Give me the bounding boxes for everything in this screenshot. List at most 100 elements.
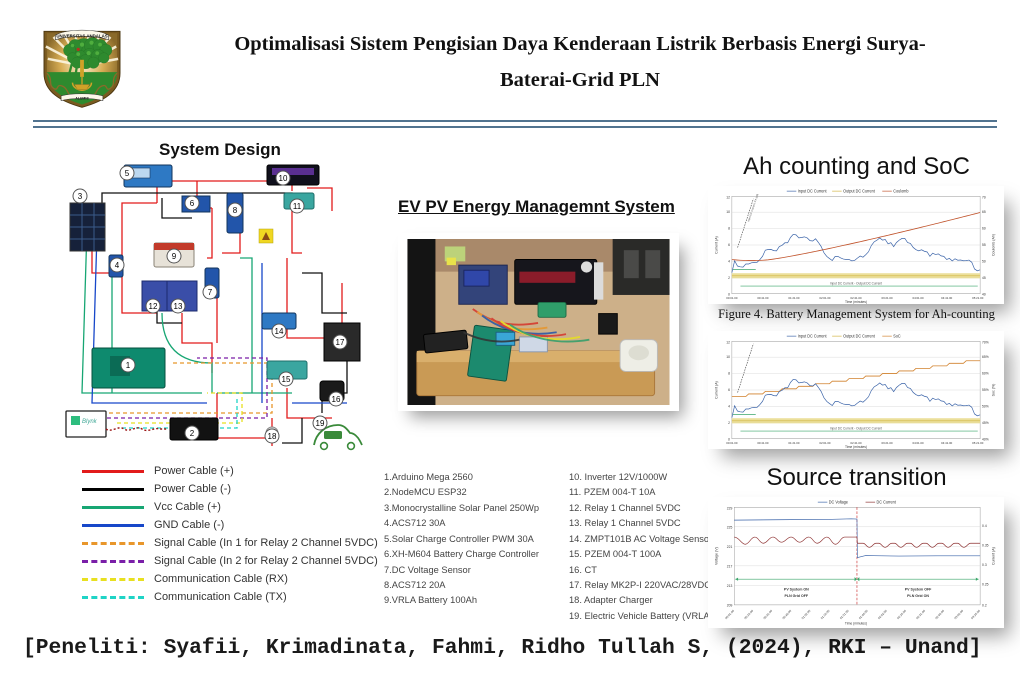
- svg-text:209: 209: [727, 603, 733, 607]
- svg-text:Current (A): Current (A): [992, 547, 996, 565]
- svg-text:10: 10: [726, 210, 730, 214]
- svg-text:217: 217: [727, 564, 733, 568]
- svg-text:02:41.00: 02:41.00: [850, 296, 861, 300]
- svg-text:05:21.00: 05:21.00: [972, 296, 983, 300]
- svg-text:65%: 65%: [982, 355, 989, 359]
- svg-text:45: 45: [982, 276, 986, 280]
- svg-text:0.3: 0.3: [982, 563, 987, 567]
- svg-text:229: 229: [727, 506, 733, 510]
- svg-text:02:01.00: 02:01.00: [819, 441, 830, 445]
- svg-text:03:21.00: 03:21.00: [881, 441, 892, 445]
- svg-text:Input DC Current - Output DC C: Input DC Current - Output DC Current: [830, 426, 882, 430]
- svg-text:04:01.00: 04:01.00: [912, 296, 923, 300]
- svg-text:60%: 60%: [982, 372, 989, 376]
- svg-text:00:16.00: 00:16.00: [743, 609, 754, 621]
- svg-text:50: 50: [982, 259, 986, 263]
- svg-text:2: 2: [190, 429, 195, 438]
- svg-text:00:41.00: 00:41.00: [757, 296, 768, 300]
- svg-text:8: 8: [728, 372, 730, 376]
- svg-text:12: 12: [726, 340, 730, 344]
- svg-text:0.25: 0.25: [982, 582, 989, 586]
- svg-text:PV System ON: PV System ON: [784, 587, 809, 591]
- svg-text:12: 12: [149, 302, 158, 311]
- svg-text:Input DC Current - Output DC C: Input DC Current - Output DC Current: [830, 281, 882, 285]
- svg-text:03:21.00: 03:21.00: [881, 296, 892, 300]
- svg-text:Current (A): Current (A): [715, 236, 719, 254]
- svg-text:13: 13: [174, 302, 183, 311]
- svg-text:65: 65: [982, 210, 986, 214]
- svg-text:0.35: 0.35: [982, 543, 989, 547]
- svg-text:12: 12: [726, 195, 730, 199]
- svg-text:Coulomb (Ah): Coulomb (Ah): [992, 234, 996, 256]
- svg-text:03:02.00: 03:02.00: [954, 609, 965, 621]
- svg-text:02:31.00: 02:31.00: [915, 609, 926, 621]
- svg-text:8: 8: [728, 227, 730, 231]
- svg-text:Input DC Current: Input DC Current: [798, 334, 828, 339]
- svg-text:02:02.00: 02:02.00: [877, 609, 888, 621]
- svg-text:19: 19: [316, 419, 325, 428]
- svg-text:Output DC Current: Output DC Current: [843, 189, 876, 194]
- svg-text:Input DC Current: 0 A (off): Input DC Current: 0 A (off): [747, 193, 759, 222]
- svg-text:Soc (%): Soc (%): [992, 384, 996, 397]
- svg-text:4: 4: [115, 261, 120, 270]
- svg-text:00:41.00: 00:41.00: [757, 441, 768, 445]
- svg-text:Time (minutes): Time (minutes): [845, 621, 867, 625]
- svg-text:ALUMNI: ALUMNI: [75, 97, 88, 101]
- svg-text:55%: 55%: [982, 388, 989, 392]
- svg-text:01:46.00: 01:46.00: [858, 609, 869, 621]
- svg-text:01:21.00: 01:21.00: [788, 441, 799, 445]
- svg-text:4: 4: [728, 259, 730, 263]
- svg-text:4: 4: [728, 404, 730, 408]
- svg-text:45%: 45%: [982, 421, 989, 425]
- svg-text:UNIVERSITAS ANDALAS: UNIVERSITAS ANDALAS: [56, 33, 107, 38]
- svg-text:00:01.00: 00:01.00: [726, 441, 737, 445]
- svg-text:03:16.00: 03:16.00: [970, 609, 981, 621]
- svg-text:04:41.00: 04:41.00: [941, 441, 952, 445]
- svg-text:02:16.00: 02:16.00: [896, 609, 907, 621]
- svg-text:14: 14: [275, 327, 284, 336]
- svg-text:1: 1: [126, 361, 131, 370]
- svg-text:SoC: SoC: [893, 334, 901, 339]
- svg-text:Coulomb: Coulomb: [893, 189, 909, 194]
- svg-text:16: 16: [332, 395, 341, 404]
- svg-text:6: 6: [728, 388, 730, 392]
- svg-text:01:02.00: 01:02.00: [801, 609, 812, 621]
- svg-text:3: 3: [78, 192, 83, 201]
- svg-text:2: 2: [728, 276, 730, 280]
- svg-text:2: 2: [728, 421, 730, 425]
- svg-text:0.4: 0.4: [982, 524, 987, 528]
- svg-text:8: 8: [233, 206, 238, 215]
- svg-text:70%: 70%: [982, 340, 989, 344]
- svg-text:01:21.00: 01:21.00: [788, 296, 799, 300]
- svg-text:04:41.00: 04:41.00: [941, 296, 952, 300]
- svg-text:05:21.00: 05:21.00: [972, 441, 983, 445]
- svg-text:PV System OFF: PV System OFF: [905, 587, 932, 591]
- svg-text:00:46.00: 00:46.00: [782, 609, 793, 621]
- svg-text:213: 213: [727, 584, 733, 588]
- svg-text:01:16.00: 01:16.00: [820, 609, 831, 621]
- svg-text:225: 225: [727, 525, 733, 529]
- svg-text:60: 60: [982, 227, 986, 231]
- svg-text:10: 10: [726, 355, 730, 359]
- svg-text:7: 7: [208, 288, 213, 297]
- svg-text:Input DC Current: Input DC Current: [798, 189, 828, 194]
- svg-text:02:41.00: 02:41.00: [850, 441, 861, 445]
- svg-text:18: 18: [268, 432, 277, 441]
- svg-text:DC Voltage: DC Voltage: [829, 500, 849, 505]
- svg-text:55: 55: [982, 243, 986, 247]
- svg-text:221: 221: [727, 545, 733, 549]
- svg-text:Current (A): Current (A): [715, 381, 719, 399]
- svg-text:Time (minutes): Time (minutes): [845, 445, 867, 449]
- svg-text:01:31.00: 01:31.00: [839, 609, 850, 621]
- svg-text:Time (minutes): Time (minutes): [845, 300, 867, 304]
- svg-text:00:01.00: 00:01.00: [724, 609, 735, 621]
- svg-text:5: 5: [125, 169, 130, 178]
- svg-text:11: 11: [293, 202, 302, 211]
- svg-text:17: 17: [336, 338, 345, 347]
- svg-text:DC Current: DC Current: [877, 500, 897, 505]
- svg-text:PLN Grid ON: PLN Grid ON: [907, 594, 929, 598]
- svg-text:0.2: 0.2: [982, 603, 987, 607]
- svg-text:10: 10: [279, 174, 288, 183]
- svg-text:Voltage (V): Voltage (V): [715, 547, 719, 565]
- svg-text:Output DC Current: Output DC Current: [843, 334, 876, 339]
